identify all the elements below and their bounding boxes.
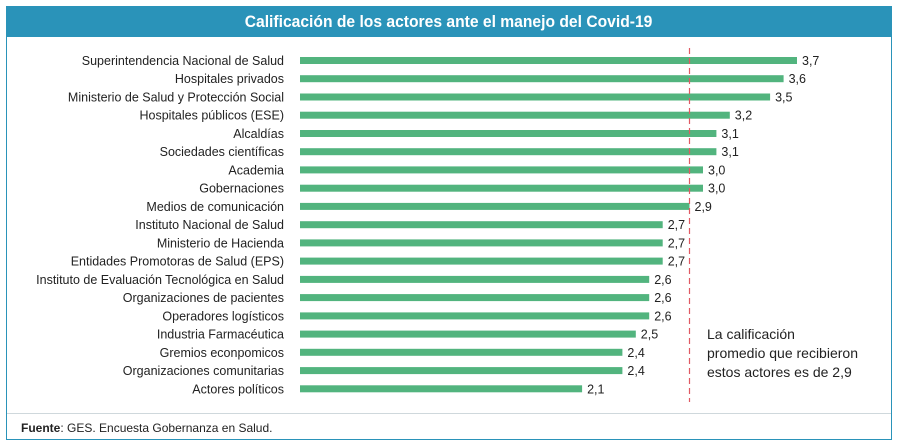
category-label: Sociedades científicas [160, 145, 284, 159]
value-label: 2,5 [641, 328, 658, 342]
bar [300, 221, 663, 229]
average-note-line-1: La calificación [707, 326, 795, 342]
source-note: Fuente: GES. Encuesta Gobernanza en Salu… [21, 421, 272, 435]
bar [300, 312, 650, 320]
category-label: Superintendencia Nacional de Salud [82, 54, 284, 68]
bar [300, 184, 703, 192]
bar [300, 367, 623, 375]
bar [300, 57, 797, 64]
chart-title: Calificación de los actores ante el mane… [245, 12, 653, 31]
value-label: 2,1 [587, 382, 604, 396]
category-label: Gremios econpomicos [160, 346, 284, 360]
value-label: 2,4 [627, 346, 644, 360]
bar [300, 93, 771, 101]
category-label: Instituto de Evaluación Tecnológica en S… [36, 273, 284, 287]
category-label: Entidades Promotoras de Salud (EPS) [71, 255, 284, 269]
value-label: 2,6 [654, 309, 671, 323]
category-label: Hospitales privados [175, 72, 284, 86]
category-label: Actores políticos [192, 382, 284, 396]
value-label: 3,0 [708, 163, 725, 177]
value-label: 3,7 [802, 54, 819, 68]
category-label: Alcaldías [233, 127, 284, 141]
category-label: Organizaciones comunitarias [123, 364, 284, 378]
average-note: La calificación promedio que recibieron … [707, 325, 882, 382]
category-label: Academia [228, 163, 284, 177]
category-label: Operadores logísticos [162, 309, 284, 323]
bar [300, 111, 730, 119]
source-label: Fuente [21, 421, 61, 435]
category-label: Hospitales públicos (ESE) [139, 109, 284, 123]
source-text: : GES. Encuesta Gobernanza en Salud. [60, 421, 273, 435]
bar [300, 275, 650, 283]
category-label: Ministerio de Salud y Protección Social [68, 91, 284, 105]
value-label: 2,4 [627, 364, 644, 378]
bar [300, 130, 717, 137]
bar [300, 148, 717, 156]
value-label: 3,2 [735, 109, 752, 123]
value-label: 3,1 [721, 145, 738, 159]
category-label: Organizaciones de pacientes [123, 291, 284, 305]
bar [300, 239, 663, 247]
category-label: Medios de comunicación [146, 200, 284, 214]
value-label: 2,6 [654, 273, 671, 287]
average-note-line-3: estos actores es de 2,9 [707, 364, 852, 380]
value-label: 3,6 [789, 72, 806, 86]
bar [300, 257, 663, 265]
bar [300, 202, 690, 210]
value-label: 2,7 [668, 236, 685, 250]
value-label: 2,7 [668, 218, 685, 232]
value-label: 2,9 [695, 200, 712, 214]
bar [300, 330, 636, 338]
bar [300, 385, 583, 393]
title-bar: Calificación de los actores ante el mane… [7, 7, 891, 37]
value-label: 2,6 [654, 291, 671, 305]
footer-divider [7, 413, 891, 414]
bar [300, 166, 703, 174]
category-label: Ministerio de Hacienda [157, 236, 284, 250]
average-note-line-2: promedio que recibieron [707, 345, 858, 361]
value-label: 3,1 [721, 127, 738, 141]
value-label: 3,0 [708, 182, 725, 196]
value-label: 2,7 [668, 255, 685, 269]
category-label: Industria Farmacéutica [157, 328, 284, 342]
bar [300, 348, 623, 356]
bar [300, 294, 650, 302]
value-label: 3,5 [775, 91, 792, 105]
category-label: Gobernaciones [199, 182, 284, 196]
category-label: Instituto Nacional de Salud [135, 218, 284, 232]
bar [300, 75, 784, 83]
